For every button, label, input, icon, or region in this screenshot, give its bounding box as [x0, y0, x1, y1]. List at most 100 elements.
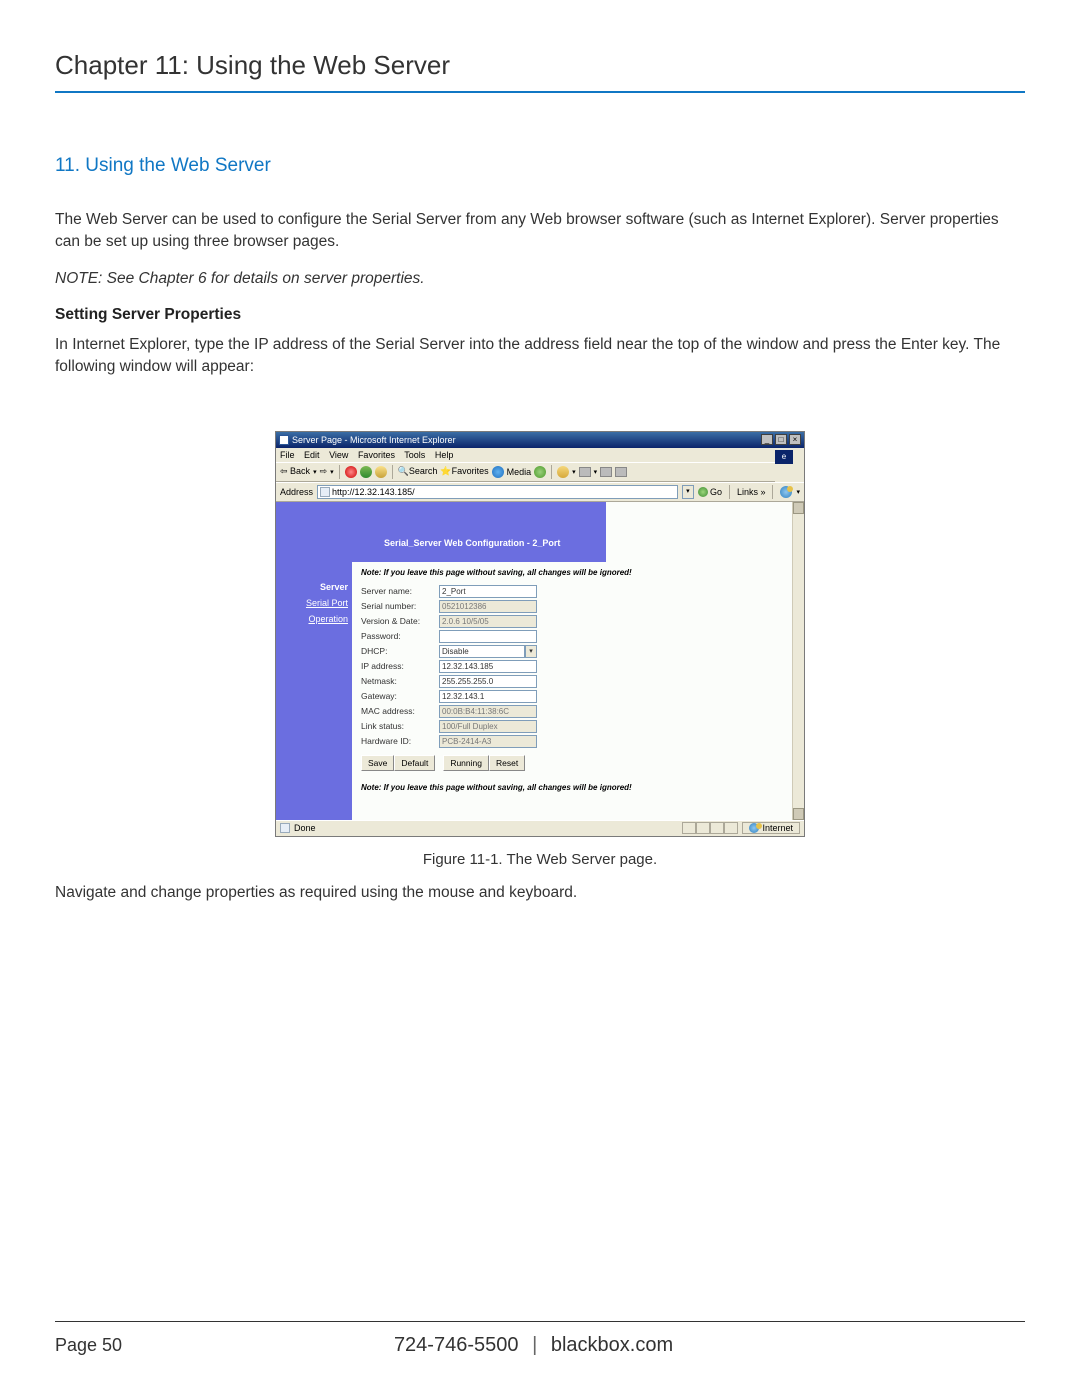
status-cell	[724, 822, 738, 834]
window-titlebar: Server Page - Microsoft Internet Explore…	[276, 432, 804, 448]
menu-view[interactable]: View	[329, 450, 348, 460]
save-button[interactable]: Save	[361, 755, 394, 771]
url-text: http://12.32.143.185/	[332, 487, 415, 497]
scroll-up-icon[interactable]	[793, 502, 804, 514]
edit-icon[interactable]	[600, 467, 612, 477]
media-icon[interactable]	[492, 466, 504, 478]
text-field[interactable]: 12.32.143.185	[439, 660, 537, 673]
history-icon[interactable]	[534, 466, 546, 478]
toolbar-separator	[729, 485, 730, 499]
globe-icon[interactable]	[780, 486, 792, 498]
mail-icon[interactable]	[557, 466, 569, 478]
text-field[interactable]	[439, 630, 537, 643]
ie-window: Server Page - Microsoft Internet Explore…	[275, 431, 805, 837]
readonly-field: PCB-2414-A3	[439, 735, 537, 748]
text-field[interactable]: 2_Port	[439, 585, 537, 598]
forward-button[interactable]: ⇨	[320, 466, 328, 477]
form-row: Server name:2_Port	[361, 584, 632, 599]
closing-paragraph: Navigate and change properties as requir…	[55, 884, 1025, 902]
readonly-field: 0521012386	[439, 600, 537, 613]
field-label: Netmask:	[361, 676, 439, 686]
field-label: Hardware ID:	[361, 736, 439, 746]
home-icon[interactable]	[375, 466, 387, 478]
nav-serial-port[interactable]: Serial Port	[306, 598, 348, 608]
toolbar: ⇦ Back ▾ ⇨ ▾ 🔍Search ⭐Favorites Media ▾ …	[276, 462, 775, 482]
readonly-field: 2.0.6 10/5/05	[439, 615, 537, 628]
select-dropdown-icon[interactable]: ▾	[525, 645, 537, 658]
warning-text: Note: If you leave this page without sav…	[361, 783, 632, 792]
go-icon	[698, 487, 708, 497]
toolbar-separator	[339, 465, 340, 479]
warning-text: Note: If you leave this page without sav…	[361, 568, 632, 577]
form-row: Netmask:255.255.255.0	[361, 674, 632, 689]
scroll-down-icon[interactable]	[793, 808, 804, 820]
menu-edit[interactable]: Edit	[304, 450, 320, 460]
links-button[interactable]: Links »	[737, 487, 766, 497]
note-text: NOTE: See Chapter 6 for details on serve…	[55, 270, 1025, 288]
forward-dropdown-icon[interactable]: ▾	[330, 468, 334, 476]
form-row: Serial number:0521012386	[361, 599, 632, 614]
menu-help[interactable]: Help	[435, 450, 454, 460]
nav-operation[interactable]: Operation	[308, 614, 348, 624]
menu-tools[interactable]: Tools	[404, 450, 425, 460]
intro-paragraph: The Web Server can be used to configure …	[55, 209, 1025, 254]
vertical-scrollbar[interactable]	[792, 502, 804, 820]
form-row: IP address:12.32.143.185	[361, 659, 632, 674]
page-icon	[320, 487, 330, 497]
dhcp-select[interactable]: Disable	[439, 645, 525, 658]
form-area: Server name:2_PortSerial number:05210123…	[361, 584, 632, 792]
field-label: Gateway:	[361, 691, 439, 701]
chapter-title: Chapter 11: Using the Web Server	[55, 50, 1025, 93]
text-field[interactable]: 255.255.255.0	[439, 675, 537, 688]
default-button[interactable]: Default	[394, 755, 435, 771]
minimize-button[interactable]: _	[761, 434, 773, 445]
mail-dropdown-icon[interactable]: ▾	[572, 468, 576, 476]
search-button[interactable]: 🔍Search	[398, 466, 438, 477]
menubar: e File Edit View Favorites Tools Help	[276, 448, 804, 462]
field-label: MAC address:	[361, 706, 439, 716]
nav-server[interactable]: Server	[276, 582, 348, 592]
window-title: Server Page - Microsoft Internet Explore…	[292, 435, 456, 445]
go-button[interactable]: Go	[698, 487, 722, 497]
menu-favorites[interactable]: Favorites	[358, 450, 395, 460]
internet-icon	[749, 823, 759, 833]
back-button[interactable]: ⇦ Back	[280, 466, 310, 477]
ie-logo-icon: e	[775, 450, 793, 464]
field-label: Version & Date:	[361, 616, 439, 626]
sub-heading: Setting Server Properties	[55, 306, 1025, 324]
page-footer: Page 50 724-746-5500 | blackbox.com	[55, 1321, 1025, 1357]
status-cell	[710, 822, 724, 834]
field-label: Link status:	[361, 721, 439, 731]
running-button[interactable]: Running	[443, 755, 489, 771]
address-input[interactable]: http://12.32.143.185/	[317, 485, 678, 499]
favorites-button[interactable]: ⭐Favorites	[440, 466, 488, 477]
refresh-icon[interactable]	[360, 466, 372, 478]
address-dropdown-icon[interactable]: ▾	[682, 485, 694, 499]
print-icon[interactable]	[579, 467, 591, 477]
menu-file[interactable]: File	[280, 450, 295, 460]
address-label: Address	[280, 487, 313, 497]
form-row: Hardware ID:PCB-2414-A3	[361, 734, 632, 749]
ie-icon	[279, 435, 289, 445]
side-nav: Server Serial Port Operation	[276, 562, 352, 820]
close-button[interactable]: ×	[789, 434, 801, 445]
status-zone: Internet	[742, 822, 800, 834]
back-dropdown-icon[interactable]: ▾	[313, 468, 317, 476]
text-field[interactable]: 12.32.143.1	[439, 690, 537, 703]
form-row: DHCP:Disable▾	[361, 644, 632, 659]
config-banner: Serial_Server Web Configuration - 2_Port	[276, 502, 606, 562]
page-number: Page 50	[55, 1335, 122, 1356]
print-dropdown-icon[interactable]: ▾	[594, 468, 598, 476]
discuss-icon[interactable]	[615, 467, 627, 477]
field-label: Password:	[361, 631, 439, 641]
form-row: Version & Date:2.0.6 10/5/05	[361, 614, 632, 629]
field-label: Serial number:	[361, 601, 439, 611]
globe-dropdown-icon[interactable]: ▾	[796, 488, 800, 496]
media-button[interactable]: Media	[507, 467, 532, 477]
field-label: IP address:	[361, 661, 439, 671]
stop-icon[interactable]	[345, 466, 357, 478]
reset-button[interactable]: Reset	[489, 755, 525, 771]
form-row: Password:	[361, 629, 632, 644]
maximize-button[interactable]: □	[775, 434, 787, 445]
section-title: 11. Using the Web Server	[55, 155, 1025, 177]
